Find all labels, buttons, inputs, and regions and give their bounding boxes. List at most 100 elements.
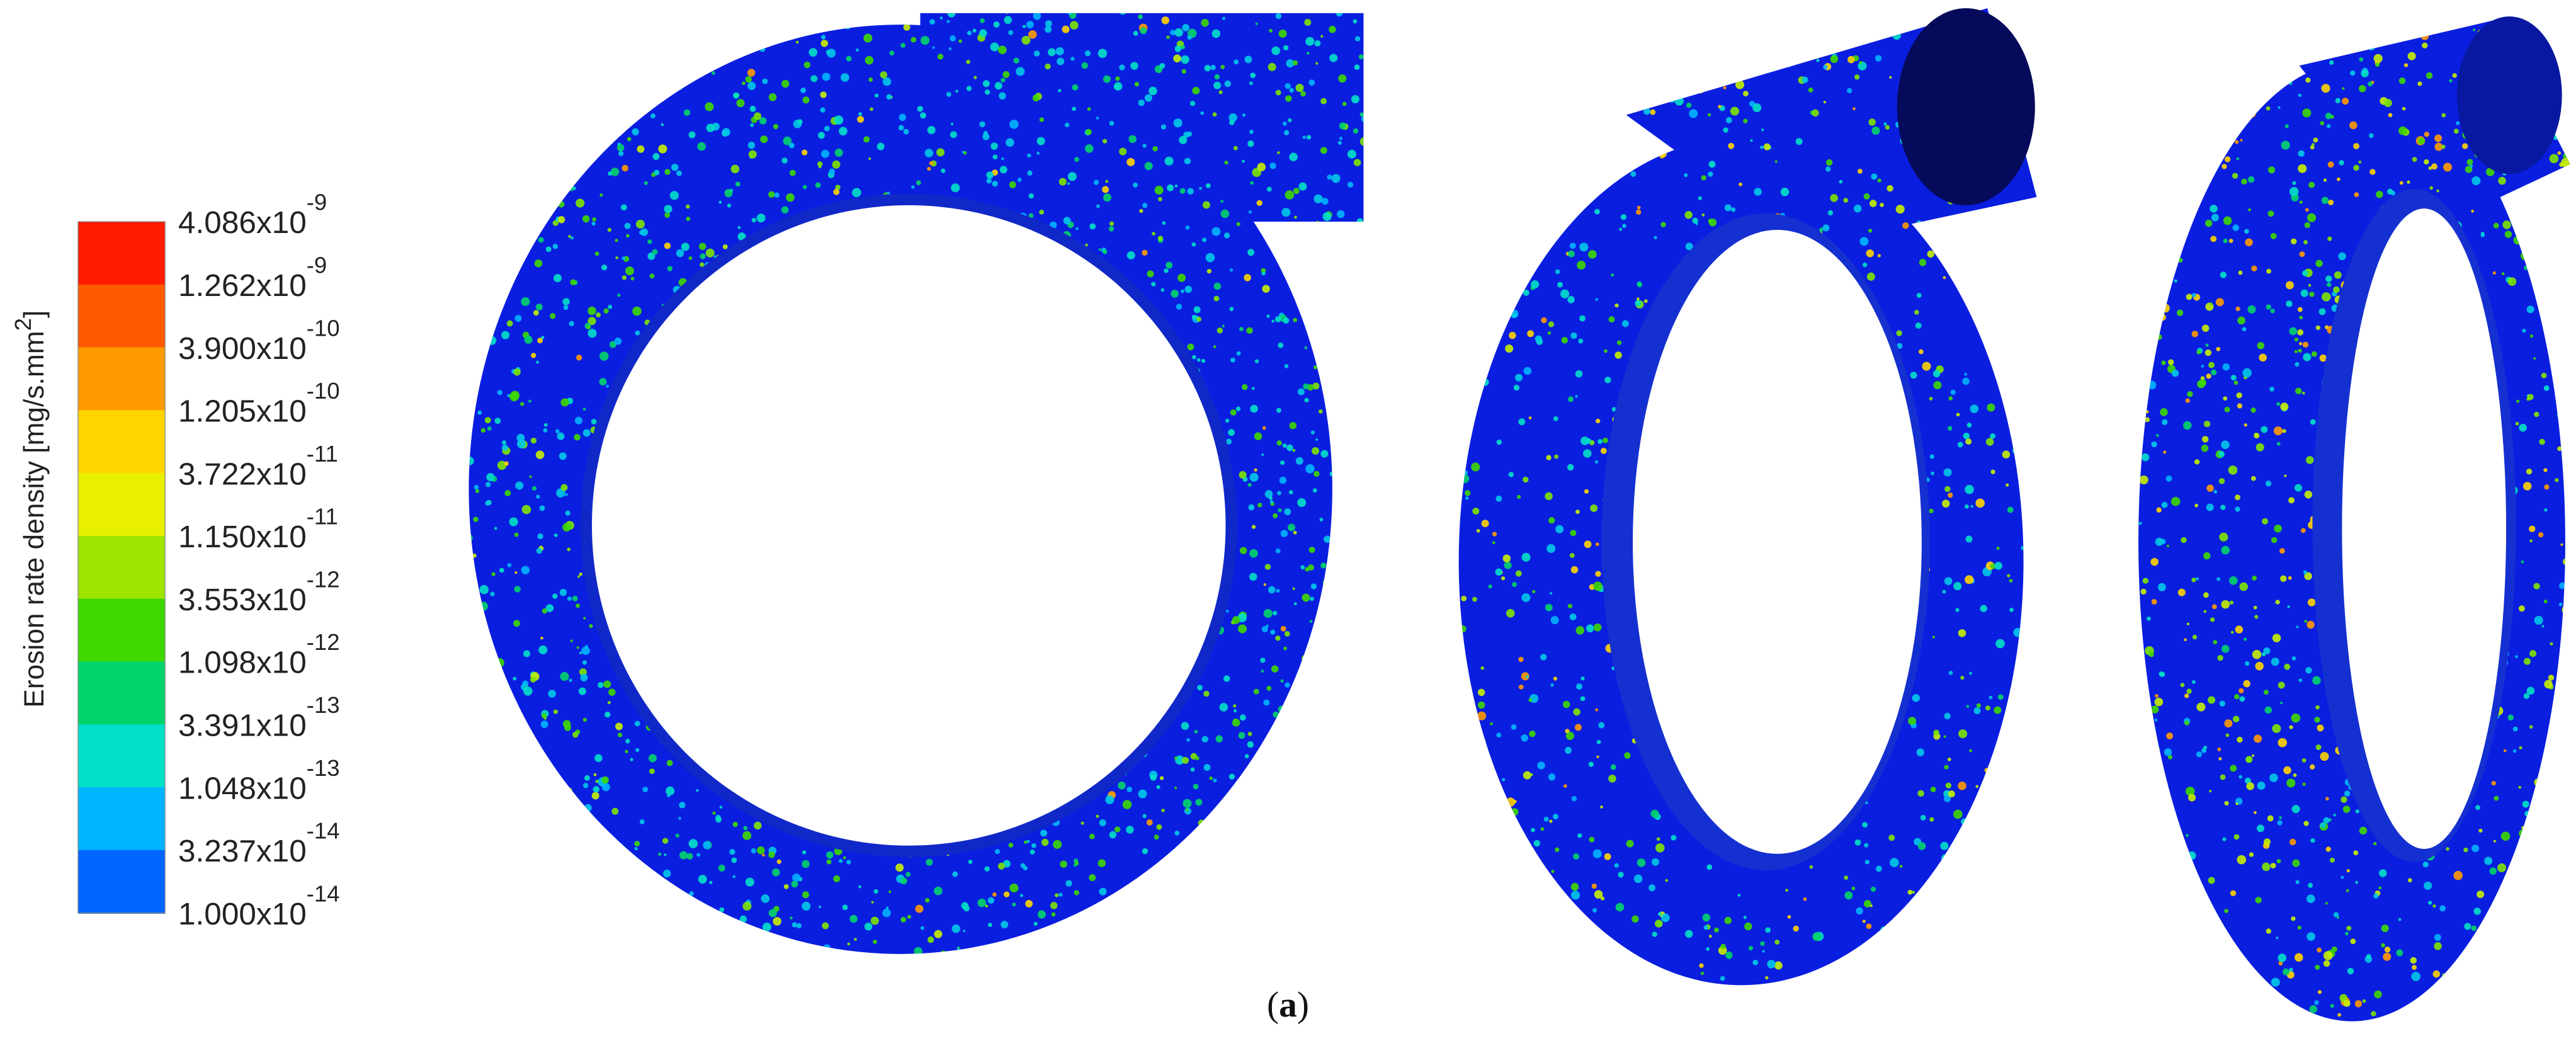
erosion-speck bbox=[2521, 560, 2524, 564]
erosion-speck bbox=[936, 148, 945, 157]
erosion-speck bbox=[2524, 871, 2528, 875]
erosion-speck bbox=[1279, 476, 1287, 484]
erosion-speck bbox=[1819, 227, 1824, 232]
erosion-speck bbox=[1548, 321, 1555, 327]
erosion-speck bbox=[576, 37, 580, 42]
erosion-speck bbox=[2185, 787, 2195, 796]
erosion-speck bbox=[2186, 834, 2189, 837]
erosion-speck bbox=[591, 221, 596, 226]
erosion-speck bbox=[1969, 253, 1975, 259]
erosion-speck bbox=[2243, 680, 2250, 688]
erosion-speck bbox=[2147, 617, 2151, 621]
erosion-speck bbox=[2297, 925, 2301, 930]
erosion-speck bbox=[1335, 327, 1344, 336]
erosion-speck bbox=[2279, 548, 2285, 554]
erosion-speck bbox=[2156, 334, 2162, 340]
erosion-speck bbox=[614, 338, 622, 345]
erosion-speck bbox=[1186, 737, 1190, 742]
erosion-speck bbox=[946, 20, 950, 23]
erosion-speck bbox=[1367, 110, 1371, 114]
colorbar-band bbox=[77, 661, 166, 725]
erosion-speck bbox=[2242, 368, 2252, 378]
erosion-speck bbox=[1338, 870, 1343, 876]
erosion-speck bbox=[630, 276, 635, 281]
erosion-speck bbox=[1906, 921, 1915, 930]
erosion-speck bbox=[536, 548, 543, 554]
erosion-speck bbox=[1130, 62, 1138, 70]
erosion-speck bbox=[962, 151, 965, 154]
erosion-speck bbox=[2172, 914, 2178, 921]
erosion-speck bbox=[2519, 423, 2527, 432]
erosion-speck bbox=[1803, 897, 1807, 901]
erosion-speck bbox=[2315, 325, 2320, 331]
erosion-speck bbox=[462, 225, 468, 232]
erosion-speck bbox=[747, 142, 756, 149]
erosion-speck bbox=[2526, 305, 2534, 314]
erosion-speck bbox=[2002, 450, 2011, 458]
erosion-speck bbox=[1674, 96, 1684, 106]
erosion-speck bbox=[510, 50, 517, 57]
erosion-speck bbox=[1300, 742, 1305, 747]
erosion-speck bbox=[2327, 282, 2332, 287]
erosion-speck bbox=[2515, 925, 2522, 932]
erosion-speck bbox=[2297, 329, 2304, 336]
erosion-speck bbox=[1249, 549, 1258, 558]
erosion-speck bbox=[1336, 230, 1343, 237]
erosion-speck bbox=[2240, 1016, 2249, 1021]
erosion-speck bbox=[2347, 967, 2354, 975]
erosion-speck bbox=[2308, 181, 2315, 188]
erosion-speck bbox=[977, 898, 987, 907]
erosion-speck bbox=[504, 490, 511, 496]
erosion-speck bbox=[802, 185, 807, 190]
erosion-speck bbox=[2468, 976, 2473, 981]
erosion-speck bbox=[2507, 714, 2514, 721]
erosion-speck bbox=[2196, 171, 2201, 176]
erosion-speck bbox=[1565, 747, 1572, 754]
erosion-speck bbox=[1495, 495, 1502, 502]
erosion-speck bbox=[730, 28, 740, 37]
erosion-speck bbox=[1862, 919, 1866, 923]
erosion-speck bbox=[2182, 24, 2190, 32]
erosion-speck bbox=[1570, 882, 1579, 891]
erosion-speck bbox=[979, 29, 987, 37]
erosion-speck bbox=[688, 917, 698, 926]
erosion-speck bbox=[1356, 896, 1361, 901]
erosion-speck bbox=[1273, 826, 1276, 829]
erosion-speck bbox=[596, 312, 601, 317]
erosion-speck bbox=[1310, 790, 1314, 794]
erosion-speck bbox=[2188, 117, 2196, 124]
erosion-speck bbox=[982, 133, 990, 140]
erosion-speck bbox=[2174, 279, 2177, 283]
erosion-speck bbox=[474, 263, 479, 268]
erosion-speck bbox=[630, 46, 635, 50]
erosion-speck bbox=[2025, 480, 2029, 483]
erosion-speck bbox=[1505, 344, 1514, 353]
colorbar-band bbox=[77, 598, 166, 663]
erosion-speck bbox=[818, 132, 825, 139]
erosion-speck bbox=[2559, 582, 2566, 589]
erosion-speck bbox=[824, 20, 832, 28]
erosion-speck bbox=[1575, 79, 1581, 85]
erosion-speck bbox=[1142, 814, 1147, 818]
erosion-speck bbox=[2534, 969, 2538, 972]
erosion-speck bbox=[941, 954, 950, 962]
label-exponent: -10 bbox=[307, 315, 340, 341]
erosion-speck bbox=[647, 252, 655, 260]
erosion-speck bbox=[1633, 58, 1640, 65]
erosion-speck bbox=[751, 848, 757, 854]
erosion-speck bbox=[1300, 91, 1306, 97]
erosion-speck bbox=[1958, 782, 1966, 790]
erosion-speck bbox=[1560, 200, 1565, 205]
erosion-speck bbox=[2272, 634, 2281, 642]
erosion-speck bbox=[560, 40, 565, 45]
erosion-speck bbox=[1353, 19, 1358, 24]
erosion-speck bbox=[2161, 360, 2166, 365]
erosion-speck bbox=[1084, 50, 1091, 57]
erosion-speck bbox=[1590, 504, 1598, 512]
erosion-speck bbox=[2529, 525, 2536, 533]
erosion-speck bbox=[569, 185, 574, 191]
erosion-speck bbox=[577, 575, 581, 578]
erosion-speck bbox=[2304, 222, 2311, 229]
erosion-speck bbox=[1368, 615, 1371, 618]
erosion-speck bbox=[1684, 173, 1688, 178]
